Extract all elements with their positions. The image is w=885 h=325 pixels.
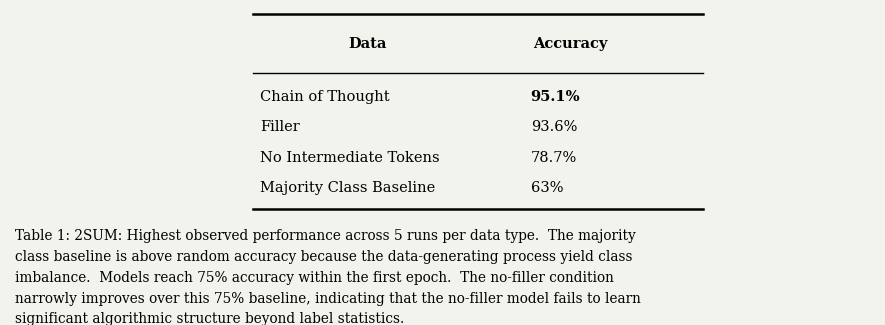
Text: Filler: Filler <box>260 120 300 134</box>
Text: Chain of Thought: Chain of Thought <box>260 90 389 104</box>
Text: class baseline is above random accuracy because the data-generating process yiel: class baseline is above random accuracy … <box>15 250 632 264</box>
Text: Table 1: 2SUM: Highest observed performance across 5 runs per data type.  The ma: Table 1: 2SUM: Highest observed performa… <box>15 229 635 243</box>
Text: 93.6%: 93.6% <box>531 120 577 134</box>
Text: Accuracy: Accuracy <box>534 36 608 51</box>
Text: 78.7%: 78.7% <box>531 151 577 165</box>
Text: 63%: 63% <box>531 181 563 195</box>
Text: significant algorithmic structure beyond label statistics.: significant algorithmic structure beyond… <box>15 312 404 325</box>
Text: Majority Class Baseline: Majority Class Baseline <box>260 181 435 195</box>
Text: No Intermediate Tokens: No Intermediate Tokens <box>260 151 440 165</box>
Text: 95.1%: 95.1% <box>531 90 581 104</box>
Text: narrowly improves over this 75% baseline, indicating that the no-filler model fa: narrowly improves over this 75% baseline… <box>15 292 641 306</box>
Text: imbalance.  Models reach 75% accuracy within the first epoch.  The no-filler con: imbalance. Models reach 75% accuracy wit… <box>15 271 613 285</box>
Text: Data: Data <box>349 36 387 51</box>
